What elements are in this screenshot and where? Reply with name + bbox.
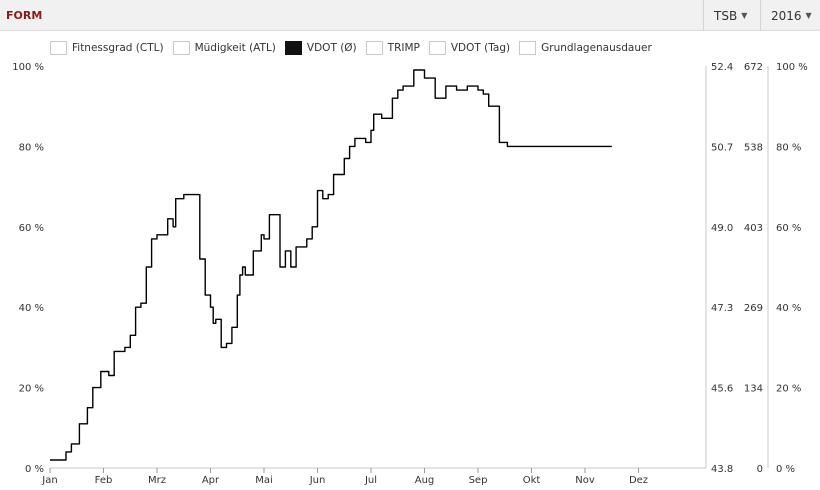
chevron-down-icon: ▼ [741,11,748,20]
y-right2-tick-label: 269 [744,303,763,314]
x-tick-label: Mai [255,475,273,486]
legend-swatch [284,41,302,55]
legend-label: Müdigkeit (ATL) [194,42,276,54]
y-right3-tick-label: 80 % [776,142,801,153]
y-right2-tick-label: 0 [757,464,763,475]
y-left-tick-label: 100 % [12,62,44,73]
y-right3-tick-label: 40 % [776,303,801,314]
legend-swatch [172,41,190,55]
legend-label: Grundlagenausdauer [541,42,652,54]
y-right3-tick-label: 100 % [776,62,808,73]
x-tick-label: Feb [95,475,113,486]
y-right2-tick-label: 403 [744,223,763,234]
year-dropdown-value: 2016 [771,8,802,23]
x-tick-label: Mrz [148,475,166,486]
legend-swatch [519,41,537,55]
y-right1-tick-label: 49.0 [711,223,733,234]
y-right1-tick-label: 45.6 [711,384,733,395]
legend-item-ctl[interactable]: Fitnessgrad (CTL) [50,41,164,55]
legend-swatch [428,41,446,55]
y-left-tick-label: 60 % [19,223,44,234]
legend-item-vdot-day[interactable]: VDOT (Tag) [428,41,511,55]
panel-title: FORM [6,9,43,22]
y-right3-tick-label: 60 % [776,223,801,234]
chart-legend: Fitnessgrad (CTL) Müdigkeit (ATL) VDOT (… [50,40,661,56]
metric-dropdown-value: TSB [714,8,738,23]
x-tick-label: Dez [629,475,648,486]
legend-item-atl[interactable]: Müdigkeit (ATL) [172,41,276,55]
y-right3-tick-label: 0 % [776,464,795,475]
x-tick-label: Okt [523,475,541,486]
legend-label: Fitnessgrad (CTL) [72,42,164,54]
chevron-down-icon: ▼ [805,11,812,20]
series-line-vdot-avg [50,69,612,461]
legend-swatch [365,41,383,55]
legend-swatch [50,41,67,55]
year-dropdown[interactable]: 2016 ▼ [760,0,820,31]
y-left-tick-label: 80 % [19,142,44,153]
y-right1-tick-label: 50.7 [711,142,733,153]
y-right1-tick-label: 43.8 [711,464,733,475]
y-right2-tick-label: 672 [744,62,763,73]
y-left-tick-label: 20 % [19,384,44,395]
x-tick-label: Apr [202,475,220,486]
x-tick-label: Aug [415,475,435,486]
y-left-tick-label: 0 % [25,464,44,475]
y-left-tick-label: 40 % [19,303,44,314]
legend-item-trimp[interactable]: TRIMP [365,41,420,55]
x-tick-label: Jan [41,475,57,486]
legend-item-base-endurance[interactable]: Grundlagenausdauer [519,41,652,55]
x-tick-label: Jul [364,475,377,486]
legend-label: TRIMP [387,42,420,54]
x-tick-label: Sep [469,475,488,486]
y-right3-tick-label: 20 % [776,384,801,395]
x-tick-label: Nov [575,475,595,486]
y-right2-tick-label: 538 [744,142,763,153]
x-tick-label: Jun [309,475,326,486]
panel-header: FORM TSB ▼ 2016 ▼ [0,0,820,31]
y-right1-tick-label: 47.3 [711,303,733,314]
legend-label: VDOT (Ø) [306,42,357,54]
legend-item-vdot-avg[interactable]: VDOT (Ø) [284,41,357,55]
metric-dropdown[interactable]: TSB ▼ [703,0,760,31]
y-right1-tick-label: 52.4 [711,62,733,73]
legend-label: VDOT (Tag) [450,42,511,54]
y-right2-tick-label: 134 [744,384,763,395]
